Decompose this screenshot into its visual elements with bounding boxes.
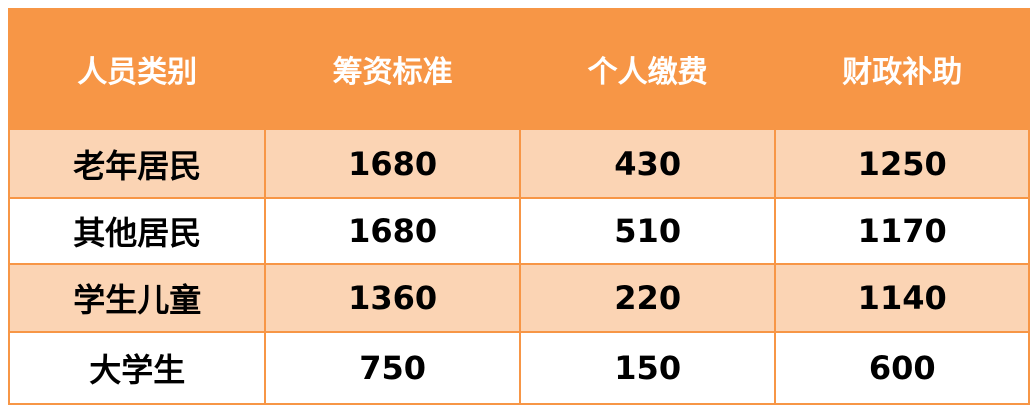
header-subsidy: 财政补助: [774, 8, 1030, 130]
header-row: 人员类别 筹资标准 个人缴费 财政补助: [7, 8, 1030, 130]
cell: 150: [518, 331, 777, 405]
cell: 430: [518, 128, 777, 199]
cell: 750: [264, 331, 521, 405]
cell: 1170: [774, 197, 1030, 265]
header-category: 人员类别: [7, 8, 267, 130]
cell: 220: [518, 263, 777, 333]
table-row: 其他居民 1680 510 1170: [7, 197, 1030, 265]
header-personal: 个人缴费: [518, 8, 777, 130]
cell: 1680: [264, 197, 521, 265]
cell: 老年居民: [7, 128, 267, 199]
cell: 510: [518, 197, 777, 265]
table-row: 学生儿童 1360 220 1140: [7, 263, 1030, 333]
cell: 1250: [774, 128, 1030, 199]
funding-table: 人员类别 筹资标准 个人缴费 财政补助 老年居民 1680 430 1250 其…: [7, 8, 1030, 405]
header-standard: 筹资标准: [264, 8, 521, 130]
cell: 1140: [774, 263, 1030, 333]
cell: 1680: [264, 128, 521, 199]
table-row: 老年居民 1680 430 1250: [7, 128, 1030, 199]
cell: 学生儿童: [7, 263, 267, 333]
table-row: 大学生 750 150 600: [7, 331, 1030, 405]
cell: 600: [774, 331, 1030, 405]
cell: 其他居民: [7, 197, 267, 265]
cell: 大学生: [7, 331, 267, 405]
cell: 1360: [264, 263, 521, 333]
